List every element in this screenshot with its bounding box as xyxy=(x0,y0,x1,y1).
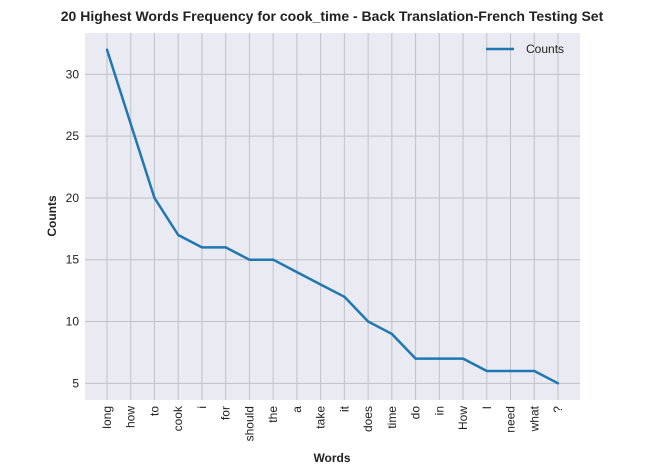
data-point xyxy=(414,357,417,360)
y-tick-label: 30 xyxy=(66,67,80,81)
data-point xyxy=(224,246,227,249)
legend-label-counts: Counts xyxy=(526,42,564,56)
x-tick-label: what xyxy=(527,405,541,432)
data-point xyxy=(390,332,394,336)
plot-area xyxy=(85,33,580,400)
x-tick-label: it xyxy=(337,405,351,412)
data-point xyxy=(438,357,441,360)
x-tick-label: how xyxy=(124,406,138,428)
x-tick-label: for xyxy=(219,406,233,420)
y-tick-labels: 5 10 15 20 25 30 xyxy=(66,67,80,390)
legend: Counts xyxy=(486,42,564,56)
y-tick-label: 5 xyxy=(72,376,79,390)
x-tick-label: does xyxy=(361,406,375,432)
x-tick-label: need xyxy=(504,406,518,433)
data-point xyxy=(319,283,322,286)
x-tick-label: take xyxy=(314,406,328,429)
x-tick-label: cook xyxy=(171,405,185,431)
x-tick-label: i xyxy=(195,406,209,409)
data-point xyxy=(271,258,275,261)
x-tick-label: to xyxy=(147,406,161,416)
x-tick-label: do xyxy=(409,406,423,420)
data-point xyxy=(248,258,251,261)
data-point xyxy=(485,369,488,373)
x-tick-label: should xyxy=(242,406,256,441)
x-tick-label: How xyxy=(456,406,470,430)
data-point xyxy=(509,369,512,373)
data-point xyxy=(105,48,109,51)
data-point xyxy=(295,270,299,274)
x-tick-label: time xyxy=(385,406,399,429)
series-line-counts xyxy=(105,49,559,385)
data-point xyxy=(129,122,132,126)
x-tick-label: I xyxy=(480,406,494,409)
y-tick-label: 25 xyxy=(66,129,80,143)
y-tick-label: 10 xyxy=(66,315,80,329)
x-tick-label: long xyxy=(100,406,114,429)
x-tick-label: ? xyxy=(551,406,565,413)
x-axis-label: Words xyxy=(313,451,350,465)
y-tick-label: 15 xyxy=(66,253,80,267)
y-tick-label: 20 xyxy=(66,191,80,205)
series-layer xyxy=(105,48,560,385)
data-point xyxy=(200,246,204,249)
x-tick-label: the xyxy=(266,406,280,423)
data-point xyxy=(556,382,560,385)
x-tick-label: a xyxy=(290,406,304,413)
data-point xyxy=(533,369,536,373)
data-point xyxy=(343,295,346,299)
grid-lines xyxy=(85,33,580,400)
y-axis-label: Counts xyxy=(45,195,59,237)
data-point xyxy=(366,320,370,323)
x-tick-label: in xyxy=(432,406,446,415)
chart-title: 20 Highest Words Frequency for cook_time… xyxy=(61,8,604,24)
data-point xyxy=(177,233,180,237)
x-tick-labels: long how to cook i for should the a take it does tim… xyxy=(100,405,565,441)
data-point xyxy=(461,357,465,360)
data-point xyxy=(153,196,156,200)
